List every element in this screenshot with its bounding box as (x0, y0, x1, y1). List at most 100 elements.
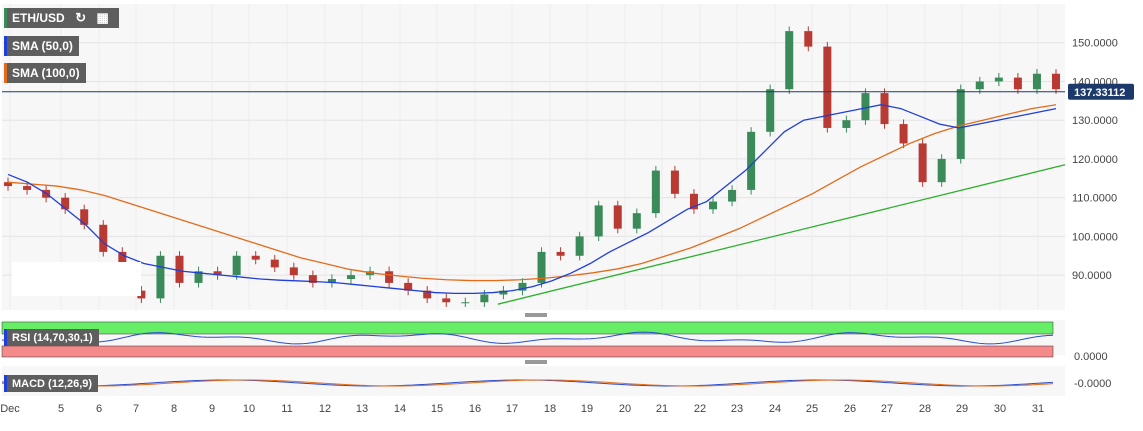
x-tick-label: 24 (769, 403, 781, 415)
last-price-badge (1068, 83, 1134, 100)
x-tick-label: 12 (319, 403, 331, 415)
candle-body (99, 224, 108, 252)
candle-body (61, 197, 70, 210)
candle-body (861, 93, 870, 121)
candle-body (766, 89, 775, 132)
x-tick-label: 10 (243, 403, 255, 415)
candle-body (918, 143, 927, 183)
candle-body (423, 290, 432, 299)
blank-overlay (12, 262, 141, 296)
refresh-icon[interactable]: ↻ (70, 8, 91, 28)
candle-body (594, 205, 603, 237)
macd-label-text: MACD (12,26,9) (12, 377, 93, 390)
candle-body (689, 193, 698, 210)
candle-body (804, 31, 813, 47)
x-tick-label: 6 (96, 403, 102, 415)
x-tick-label: 16 (469, 403, 481, 415)
sma100-line (7, 104, 1057, 282)
macd-label[interactable]: MACD (12,26,9) (4, 375, 99, 392)
x-tick-label: 7 (133, 403, 139, 415)
candle-body (404, 282, 413, 291)
sma50-swatch (4, 36, 7, 56)
y-tick-label: 130.0000 (1072, 115, 1118, 127)
x-tick-label: 5 (58, 403, 64, 415)
x-tick-label: 9 (209, 403, 215, 415)
candle-body (1013, 77, 1022, 90)
symbol-swatch (4, 8, 7, 28)
x-tick-label: 31 (1032, 403, 1044, 415)
x-tick-label: 25 (806, 403, 818, 415)
sma100-swatch (4, 63, 7, 83)
rsi-line (1, 331, 1054, 345)
rsi-resize-handle (525, 313, 547, 317)
legend-sma50[interactable]: SMA (50,0) (4, 36, 79, 56)
candle-body (880, 93, 889, 125)
candle-body (937, 158, 946, 183)
x-tick-label: 20 (619, 403, 631, 415)
symbol-legend[interactable]: ETH/USD ↻ ▦ (4, 8, 119, 28)
macd-background (2, 366, 1065, 396)
candle-body (289, 267, 298, 276)
rsi-axis-label: 0.0000 (1074, 351, 1108, 363)
candle-body (308, 275, 317, 283)
candle-body (23, 186, 32, 190)
macd-resize-handle (525, 360, 547, 364)
x-tick-label: 19 (581, 403, 593, 415)
candle-body (613, 205, 622, 229)
x-tick-label: 21 (656, 403, 668, 415)
rsi-overbought-band (1, 321, 1054, 335)
y-tick-label: 150.0000 (1072, 38, 1118, 50)
calendar-icon[interactable]: ▦ (92, 8, 113, 28)
x-tick-label: 26 (844, 403, 856, 415)
x-tick-label: Dec (0, 403, 20, 415)
candle-body (956, 89, 965, 159)
candle-body (994, 77, 1003, 82)
x-tick-label: 23 (731, 403, 743, 415)
candle-body (327, 279, 336, 283)
y-tick-label: 110.0000 (1072, 193, 1117, 205)
rsi-label[interactable]: RSI (14,70,30,1) (4, 329, 99, 346)
y-tick-label: 100.0000 (1072, 231, 1118, 243)
macd-swatch (4, 375, 7, 392)
sma50-label: SMA (50,0) (12, 39, 73, 53)
candle-body (385, 271, 394, 283)
candle-body (632, 213, 641, 229)
candle-body (480, 294, 489, 303)
candle-body (728, 189, 737, 202)
candle-body (80, 209, 89, 225)
candle-body (461, 302, 470, 304)
x-tick-label: 15 (431, 403, 443, 415)
legend-sma100[interactable]: SMA (100,0) (4, 63, 86, 83)
x-tick-label: 29 (956, 403, 968, 415)
candle-body (251, 255, 260, 260)
x-tick-label: 30 (994, 403, 1006, 415)
x-tick-label: 8 (171, 403, 177, 415)
candle-body (137, 290, 146, 299)
candle-body (651, 170, 660, 214)
candle-body (442, 298, 451, 303)
x-tick-label: 11 (281, 403, 292, 415)
rsi-label-text: RSI (14,70,30,1) (12, 331, 93, 344)
candle-body (518, 282, 527, 291)
x-tick-label: 28 (919, 403, 931, 415)
candle-body (232, 255, 241, 276)
candle-body (194, 271, 203, 283)
candle-body (175, 255, 184, 283)
candle-body (556, 251, 565, 256)
x-tick-label: 13 (356, 403, 368, 415)
candle-body (975, 81, 984, 90)
candle-body (156, 255, 165, 299)
candle-body (747, 131, 756, 190)
candle-body (1052, 73, 1060, 90)
sma50-line (7, 104, 1057, 294)
x-tick-label: 17 (506, 403, 518, 415)
candle-body (575, 236, 584, 256)
rsi-oversold-band (1, 345, 1054, 358)
x-tick-label: 27 (881, 403, 893, 415)
last-price-label: 137.33112 (1074, 87, 1125, 99)
candle-body (346, 275, 355, 280)
candle-body (1032, 73, 1041, 90)
y-tick-label: 90.0000 (1072, 270, 1112, 282)
